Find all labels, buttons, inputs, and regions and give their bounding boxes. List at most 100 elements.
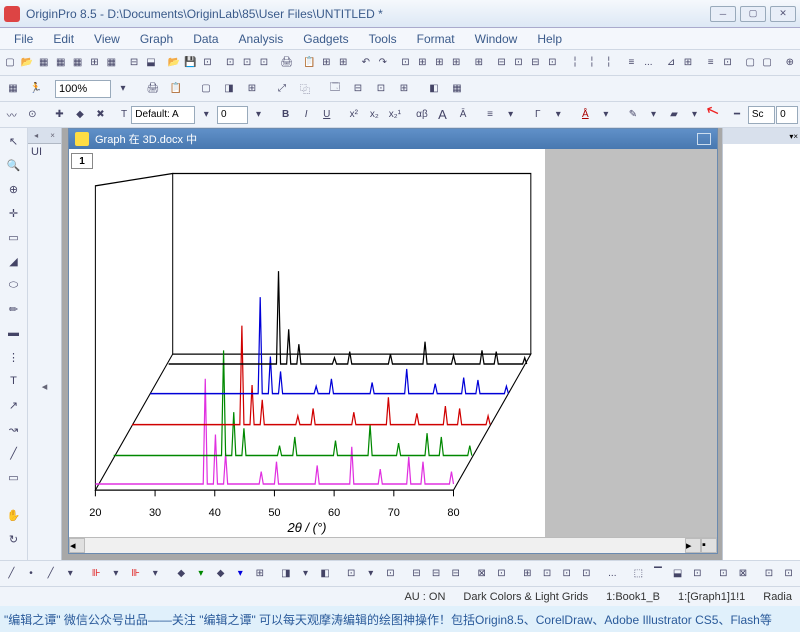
tb1-btn-47[interactable]: ⊿ [663, 52, 679, 74]
tb1-btn-35[interactable]: ⊟ [494, 52, 510, 74]
gamma-icon[interactable]: Γ [528, 104, 548, 126]
bb-btn-7[interactable]: ⊪ [126, 563, 145, 585]
bb-btn-44[interactable]: ⊠ [734, 563, 753, 585]
h-scrollbar[interactable]: ◂▸▪ [69, 537, 717, 553]
bb-btn-38[interactable]: ⬚ [629, 563, 648, 585]
tb1-btn-40[interactable]: ╎ [567, 52, 583, 74]
tb1-btn-6[interactable]: ▦ [103, 52, 119, 74]
tb1-btn-56[interactable]: ⊕ [782, 52, 798, 74]
font-family-combo[interactable]: Default: A [131, 106, 195, 124]
tb1-btn-22[interactable]: ⊞ [318, 52, 334, 74]
gamma-drop-icon[interactable]: ▾ [548, 104, 568, 126]
tb1-btn-11[interactable]: 📂 [166, 52, 182, 74]
sub-icon[interactable]: x₂ [365, 104, 385, 126]
arrow-icon[interactable]: ↗ [4, 396, 24, 414]
region-icon[interactable]: ⬭ [4, 276, 24, 294]
align-l-icon[interactable]: ≡ [480, 104, 500, 126]
right-size-combo[interactable]: 0 [776, 106, 798, 124]
tb1-btn-0[interactable]: ▢ [2, 52, 18, 74]
menu-tools[interactable]: Tools [359, 32, 407, 46]
font-drop-icon[interactable]: ▾ [196, 104, 216, 126]
bold-icon[interactable]: B [276, 104, 296, 126]
line-style-icon[interactable]: ━ [727, 104, 747, 126]
tb1-btn-44[interactable]: ≡ [624, 52, 640, 74]
minimize-button[interactable]: ─ [710, 6, 736, 22]
tb1-btn-48[interactable]: ⊞ [680, 52, 696, 74]
bb-btn-34[interactable]: ⊡ [577, 563, 596, 585]
italic-icon[interactable]: I [296, 104, 316, 126]
tb1-btn-9[interactable]: ⬓ [143, 52, 159, 74]
draw-icon[interactable]: ✏ [4, 300, 24, 318]
tb1-btn-25[interactable]: ↶ [358, 52, 374, 74]
text-icon[interactable]: T [4, 372, 24, 390]
pointer-icon[interactable]: ↖ [4, 132, 24, 150]
underline-icon[interactable]: U [317, 104, 337, 126]
bb-btn-13[interactable]: ▾ [231, 563, 250, 585]
tb1-btn-12[interactable]: 💾 [183, 52, 199, 74]
bb-btn-12[interactable]: ◆ [211, 563, 230, 585]
bb-btn-18[interactable]: ◧ [316, 563, 335, 585]
tb1-btn-23[interactable]: ⊞ [335, 52, 351, 74]
bb-btn-6[interactable]: ▾ [107, 563, 126, 585]
menu-data[interactable]: Data [183, 32, 228, 46]
e-icon[interactable]: ◧ [423, 78, 445, 100]
tb1-btn-30[interactable]: ⊞ [431, 52, 447, 74]
merge-icon[interactable]: ⊞ [241, 78, 263, 100]
menu-edit[interactable]: Edit [43, 32, 84, 46]
a-icon[interactable]: 🗔 [324, 78, 346, 100]
close-button[interactable]: ✕ [770, 6, 796, 22]
menu-format[interactable]: Format [407, 32, 465, 46]
fill-icon[interactable]: ▰ [664, 104, 684, 126]
menu-analysis[interactable]: Analysis [229, 32, 294, 46]
extract-icon[interactable]: ◨ [218, 78, 240, 100]
bb-btn-47[interactable]: ⊡ [779, 563, 798, 585]
rescale-icon[interactable]: ⤢ [271, 78, 293, 100]
bb-btn-3[interactable]: ▾ [61, 563, 80, 585]
tb1-btn-8[interactable]: ⊟ [126, 52, 142, 74]
line-icon[interactable]: ╱ [4, 444, 24, 462]
tb1-btn-50[interactable]: ≡ [703, 52, 719, 74]
tb1-btn-33[interactable]: ⊞ [471, 52, 487, 74]
bb-btn-5[interactable]: ⊪ [87, 563, 106, 585]
tb1-btn-2[interactable]: ▦ [36, 52, 52, 74]
data-sel-icon[interactable]: ▭ [4, 228, 24, 246]
curve-arrow-icon[interactable]: ↝ [4, 420, 24, 438]
b-icon[interactable]: ⊟ [347, 78, 369, 100]
tb1-btn-37[interactable]: ⊟ [527, 52, 543, 74]
tb1-btn-21[interactable]: 📋 [301, 52, 317, 74]
tb1-btn-26[interactable]: ↷ [375, 52, 391, 74]
collapse-icon[interactable]: ◂ [28, 380, 61, 393]
tb1-btn-42[interactable]: ╎ [601, 52, 617, 74]
bigA-icon[interactable]: A [433, 104, 453, 126]
tb1-btn-45[interactable]: ... [640, 52, 656, 74]
graph-max-button[interactable] [697, 133, 711, 145]
menu-view[interactable]: View [84, 32, 130, 46]
c-icon[interactable]: ⊡ [370, 78, 392, 100]
layer-tab[interactable]: 1 [71, 153, 93, 169]
bb-btn-21[interactable]: ▾ [361, 563, 380, 585]
bb-btn-2[interactable]: ╱ [41, 563, 60, 585]
layer-icon[interactable]: ▢ [195, 78, 217, 100]
screen-reader-icon[interactable]: ✛ [4, 204, 24, 222]
tb1-btn-4[interactable]: ▦ [70, 52, 86, 74]
zoom-combo[interactable]: 100% [55, 80, 111, 98]
plot-area[interactable]: 1 20304050607080 2θ / (°) [69, 149, 545, 537]
menu-gadgets[interactable]: Gadgets [293, 32, 358, 46]
reader-icon[interactable]: ⊕ [4, 180, 24, 198]
bb-btn-29[interactable]: ⊡ [492, 563, 511, 585]
curve-icon[interactable]: 〰 [2, 104, 22, 126]
bb-btn-8[interactable]: ▾ [146, 563, 165, 585]
copy-page-icon[interactable]: 📋 [165, 78, 187, 100]
tb1-btn-13[interactable]: ⊡ [200, 52, 216, 74]
tb1-btn-29[interactable]: ⊞ [414, 52, 430, 74]
bb-btn-39[interactable]: ▔ [649, 563, 668, 585]
bb-btn-14[interactable]: ⊞ [251, 563, 270, 585]
pt-icon[interactable]: ⊙ [23, 104, 43, 126]
bb-btn-28[interactable]: ⊠ [472, 563, 491, 585]
color-a-icon[interactable]: Å [576, 104, 596, 126]
font-size-combo[interactable]: 0 [217, 106, 248, 124]
tb1-btn-28[interactable]: ⊡ [398, 52, 414, 74]
bb-btn-25[interactable]: ⊟ [427, 563, 446, 585]
tb1-btn-41[interactable]: ╎ [584, 52, 600, 74]
bb-btn-46[interactable]: ⊡ [760, 563, 779, 585]
